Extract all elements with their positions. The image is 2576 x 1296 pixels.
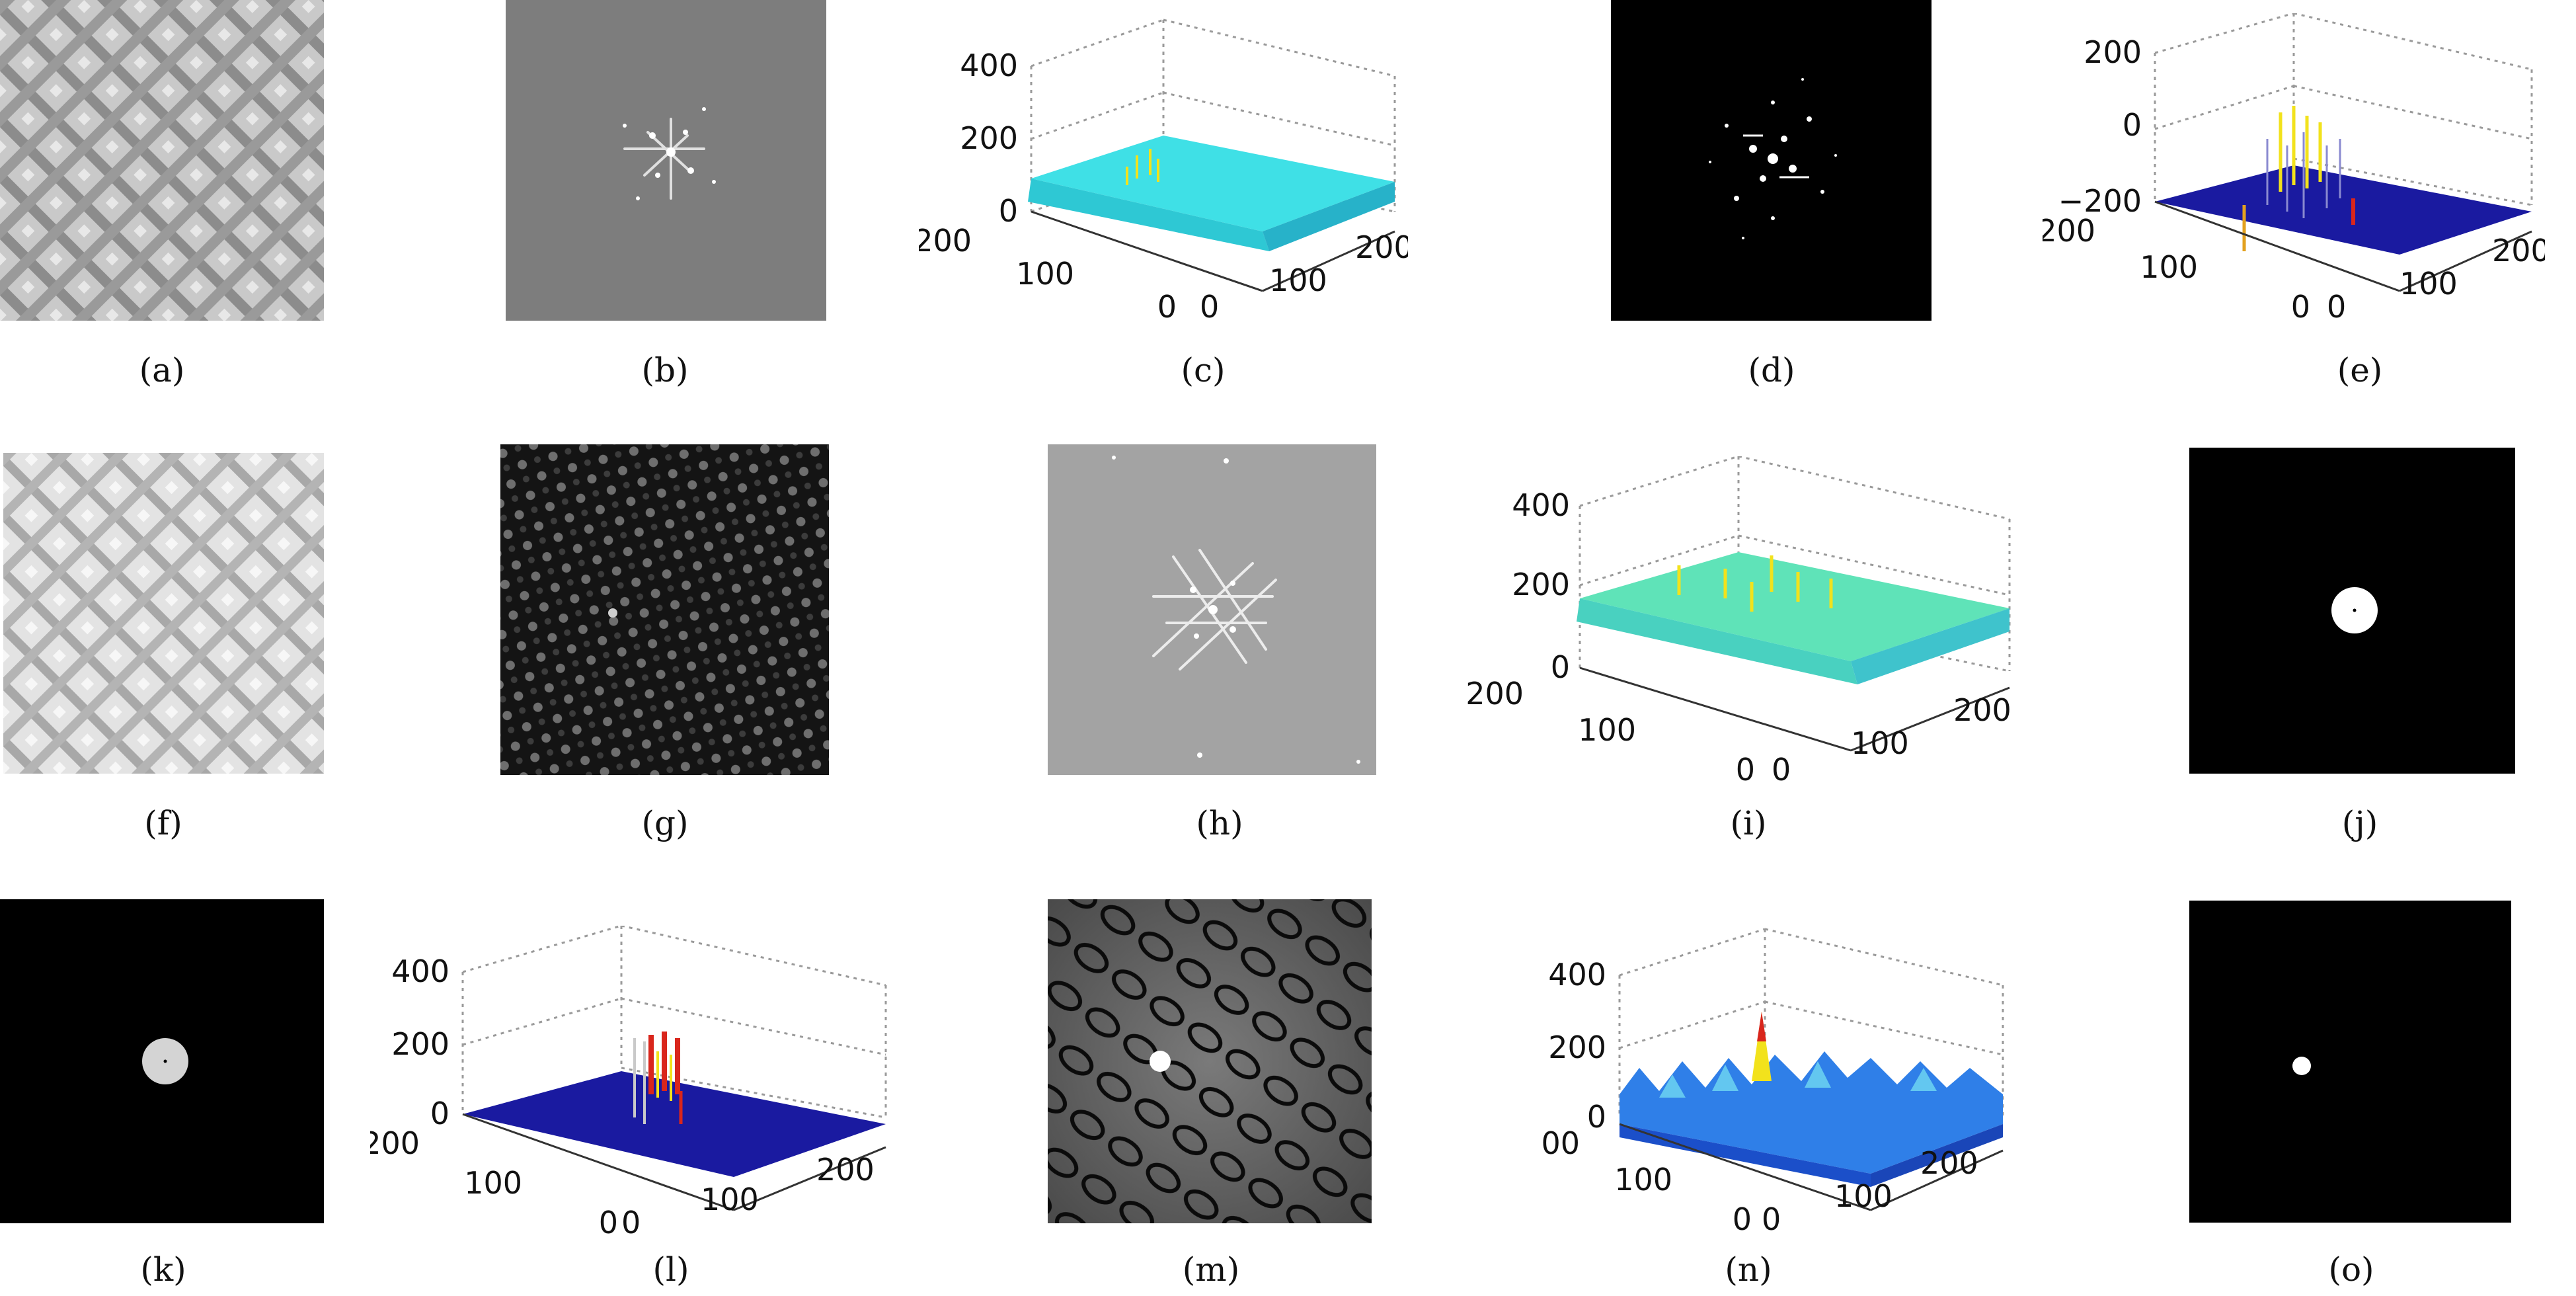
panel-n-label: (n) bbox=[1725, 1250, 1772, 1289]
panel-n-rtick-1: 100 bbox=[1834, 1178, 1893, 1214]
panel-m-image bbox=[1048, 899, 1372, 1223]
panel-e-rtick-2: 200 bbox=[2492, 233, 2545, 268]
panel-e-ltick-1: 100 bbox=[2140, 249, 2198, 285]
panel-c-ztick-mid: 200 bbox=[960, 120, 1018, 156]
panel-n-ltick-1: 100 bbox=[1614, 1162, 1672, 1197]
panel-c-ltick-2: 0 bbox=[1157, 289, 1177, 324]
panel-l-rtick-1: 100 bbox=[701, 1182, 759, 1217]
panel-g-image bbox=[500, 444, 829, 775]
panel-l-ztick-bottom: 0 bbox=[430, 1096, 449, 1131]
panel-n-ztick-mid: 200 bbox=[1548, 1030, 1606, 1065]
panel-o-image bbox=[2189, 901, 2511, 1223]
panel-i-rtick-1: 100 bbox=[1851, 725, 1909, 761]
panel-e-label: (e) bbox=[2337, 351, 2383, 389]
panel-c-ltick-0: 200 bbox=[919, 223, 972, 259]
panel-n-rtick-0: 0 bbox=[1762, 1201, 1781, 1237]
panel-i-ltick-0: 200 bbox=[1465, 676, 1524, 711]
panel-b-image bbox=[506, 0, 826, 321]
panel-l-rtick-2: 200 bbox=[816, 1152, 875, 1188]
panel-i-ztick-bottom: 0 bbox=[1551, 649, 1570, 685]
panel-e-ztick-bottom: −200 bbox=[2058, 183, 2142, 219]
panel-i-ltick-2: 0 bbox=[1736, 752, 1755, 787]
panel-j-image bbox=[2189, 448, 2515, 774]
panel-l-ltick-0: 200 bbox=[370, 1125, 420, 1161]
panel-i-surface: 400 200 0 200 100 0 0 100 200 bbox=[1461, 456, 2029, 787]
panel-d-image bbox=[1611, 0, 1932, 321]
panel-c-label: (c) bbox=[1181, 351, 1226, 389]
panel-l-surface: 400 200 0 200 100 0 0 100 200 bbox=[370, 926, 899, 1243]
panel-c-ltick-1: 100 bbox=[1016, 256, 1074, 292]
panel-l-ltick-2: 0 bbox=[599, 1205, 618, 1240]
panel-l-ltick-1: 100 bbox=[464, 1165, 522, 1201]
panel-i-ztick-mid: 200 bbox=[1512, 567, 1570, 602]
panel-e-ztick-mid: 0 bbox=[2123, 107, 2142, 143]
panel-l-label: (l) bbox=[652, 1250, 689, 1289]
panel-i-rtick-2: 200 bbox=[1953, 692, 2011, 728]
panel-i-ltick-1: 100 bbox=[1578, 712, 1636, 748]
panel-n-surface: 400 200 0 200 100 0 0 100 200 bbox=[1540, 926, 2016, 1243]
panel-l-ztick-top: 400 bbox=[391, 953, 449, 989]
panel-e-ztick-top: 200 bbox=[2084, 34, 2142, 70]
panel-c-rtick-1: 100 bbox=[1269, 263, 1327, 298]
panel-c-surface: 400 200 0 200 100 0 0 100 200 bbox=[919, 13, 1408, 324]
panel-i-rtick-0: 0 bbox=[1772, 752, 1791, 787]
panel-c-ztick-top: 400 bbox=[960, 48, 1018, 83]
panel-l-rtick-0: 0 bbox=[621, 1205, 641, 1240]
panel-c-rtick-2: 200 bbox=[1355, 229, 1408, 265]
panel-h-image bbox=[1048, 444, 1376, 775]
panel-o-label: (o) bbox=[2328, 1250, 2374, 1289]
panel-b-label: (b) bbox=[641, 351, 689, 389]
panel-e-rtick-1: 100 bbox=[2400, 266, 2458, 302]
panel-e-ltick-2: 0 bbox=[2291, 289, 2310, 324]
panel-h-label: (h) bbox=[1196, 804, 1243, 842]
panel-d-label: (d) bbox=[1748, 351, 1795, 389]
panel-n-rtick-2: 200 bbox=[1920, 1145, 1978, 1181]
panel-m-label: (m) bbox=[1182, 1250, 1240, 1289]
panel-i-ztick-top: 400 bbox=[1512, 487, 1570, 523]
panel-e-surface: 200 0 −200 200 100 0 0 100 200 bbox=[2043, 13, 2545, 324]
panel-a-image bbox=[0, 0, 324, 321]
panel-n-ztick-top: 400 bbox=[1548, 957, 1606, 992]
panel-l-ztick-mid: 200 bbox=[391, 1026, 449, 1062]
panel-c-rtick-0: 0 bbox=[1200, 289, 1219, 324]
panel-f-label: (f) bbox=[144, 804, 182, 842]
panel-a-label: (a) bbox=[139, 351, 185, 389]
panel-n-ltick-2: 0 bbox=[1733, 1201, 1752, 1237]
panel-k-image bbox=[0, 899, 324, 1223]
panel-j-label: (j) bbox=[2341, 804, 2378, 842]
panel-e-ltick-0: 200 bbox=[2043, 213, 2095, 249]
panel-i-label: (i) bbox=[1730, 804, 1767, 842]
panel-f-image bbox=[3, 453, 324, 774]
panel-g-label: (g) bbox=[641, 804, 689, 842]
panel-n-ztick-bottom: 0 bbox=[1587, 1099, 1606, 1135]
panel-k-label: (k) bbox=[140, 1250, 186, 1289]
panel-e-rtick-0: 0 bbox=[2327, 289, 2346, 324]
panel-c-ztick-bottom: 0 bbox=[999, 193, 1018, 229]
panel-n-ltick-0: 200 bbox=[1540, 1125, 1580, 1161]
